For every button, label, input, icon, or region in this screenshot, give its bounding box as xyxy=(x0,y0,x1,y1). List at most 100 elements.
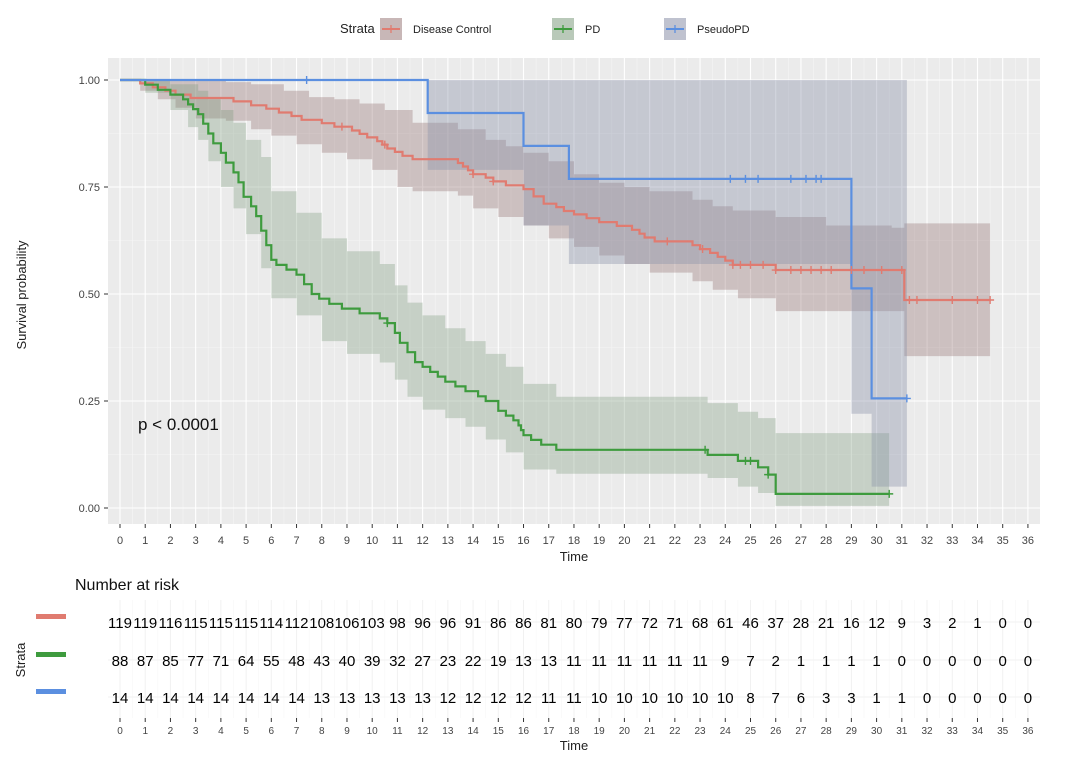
survival-plot-panel: 0.000.250.500.751.00 0 1 2 3 4 5 6 7 8 9 10 11 12 13 1… xyxy=(14,58,1040,564)
risk-value: 79 xyxy=(591,615,608,632)
x-tick-label: 34 xyxy=(971,535,983,547)
risk-x-tick-label: 6 xyxy=(269,726,275,737)
risk-value: 80 xyxy=(566,615,583,632)
censor-mark xyxy=(796,266,805,275)
censor-mark xyxy=(698,245,707,254)
risk-value: 43 xyxy=(313,653,330,670)
censor-marks xyxy=(302,76,995,498)
risk-value: 12 xyxy=(465,690,482,707)
x-tick-label: 31 xyxy=(896,535,908,547)
risk-value: 71 xyxy=(213,653,230,670)
y-axis-title: Survival probability xyxy=(14,240,29,350)
risk-x-tick-label: 36 xyxy=(1022,726,1034,737)
risk-value: 14 xyxy=(112,690,129,707)
risk-value: 9 xyxy=(898,615,906,632)
risk-value: 14 xyxy=(213,690,230,707)
risk-value: 0 xyxy=(923,653,931,670)
x-axis: 0 1 2 3 4 5 6 7 8 9 10 11 12 13 14 15 16 17 18 19 20 21 22 23 24… xyxy=(117,524,1034,547)
risk-value: 77 xyxy=(187,653,204,670)
risk-value: 13 xyxy=(515,653,532,670)
risk-value: 0 xyxy=(973,653,981,670)
risk-value: 46 xyxy=(742,615,759,632)
risk-value: 1 xyxy=(847,653,855,670)
risk-value: 19 xyxy=(490,653,507,670)
risk-value: 7 xyxy=(746,653,754,670)
censor-mark xyxy=(786,266,795,275)
censor-mark xyxy=(469,170,478,179)
risk-value: 11 xyxy=(692,653,708,670)
x-tick-label: 35 xyxy=(997,535,1009,547)
risk-x-tick-label: 13 xyxy=(442,726,454,737)
legend-label-1: PD xyxy=(585,24,600,36)
censor-mark xyxy=(807,266,816,275)
risk-value: 1 xyxy=(872,653,880,670)
censor-mark xyxy=(663,237,672,246)
risk-value: 10 xyxy=(641,690,658,707)
legend-censor-1 xyxy=(559,25,567,33)
censor-mark xyxy=(759,260,768,269)
risk-value: 68 xyxy=(692,615,709,632)
x-tick-label: 29 xyxy=(845,535,857,547)
risk-x-tick-label: 34 xyxy=(972,726,984,737)
risk-x-tick-label: 35 xyxy=(997,726,1009,737)
risk-swatch-0 xyxy=(36,614,66,619)
x-tick-label: 17 xyxy=(543,535,555,547)
x-tick-label: 30 xyxy=(870,535,882,547)
risk-x-tick-label: 2 xyxy=(168,726,174,737)
risk-value: 108 xyxy=(309,615,334,632)
censor-mark xyxy=(817,174,826,183)
risk-value: 10 xyxy=(692,690,709,707)
risk-value: 10 xyxy=(616,690,633,707)
legend-censor-2 xyxy=(671,25,679,33)
risk-value: 0 xyxy=(923,690,931,707)
risk-x-tick-label: 20 xyxy=(619,726,631,737)
risk-value: 0 xyxy=(948,653,956,670)
censor-mark xyxy=(746,260,755,269)
x-tick-label: 9 xyxy=(344,535,350,547)
risk-x-tick-label: 19 xyxy=(594,726,606,737)
risk-value: 11 xyxy=(591,653,607,670)
risk-x-tick-label: 23 xyxy=(694,726,706,737)
censor-mark xyxy=(986,295,995,304)
x-tick-label: 6 xyxy=(268,535,274,547)
x-tick-label: 3 xyxy=(193,535,199,547)
censor-mark xyxy=(302,76,311,84)
risk-x-tick-label: 24 xyxy=(720,726,732,737)
risk-x-tick-label: 33 xyxy=(947,726,959,737)
risk-swatch-1 xyxy=(36,652,66,657)
risk-value: 21 xyxy=(818,615,835,632)
censor-mark xyxy=(897,266,906,275)
risk-value: 13 xyxy=(389,690,406,707)
ci-band-1 xyxy=(120,80,890,506)
risk-value: 72 xyxy=(641,615,658,632)
risk-x-tick-label: 18 xyxy=(568,726,580,737)
risk-value: 96 xyxy=(414,615,431,632)
ci-band-0 xyxy=(120,80,991,357)
risk-value: 1 xyxy=(822,653,830,670)
survival-curve-2 xyxy=(120,78,907,400)
risk-value: 10 xyxy=(666,690,683,707)
risk-value: 55 xyxy=(263,653,280,670)
x-tick-label: 8 xyxy=(319,535,325,547)
risk-x-tick-label: 26 xyxy=(770,726,782,737)
risk-x-tick-label: 25 xyxy=(745,726,757,737)
y-tick-label: 1.00 xyxy=(79,75,100,87)
risk-value: 85 xyxy=(162,653,179,670)
risk-value: 40 xyxy=(339,653,356,670)
censor-mark xyxy=(827,266,836,275)
risk-x-axis: 0 1 2 3 4 5 6 7 8 9 10 11 12 13 14 15 16 17 18 19 20 21 22 23 24… xyxy=(117,718,1034,737)
survival-curve-0 xyxy=(120,78,991,302)
risk-value: 27 xyxy=(414,653,431,670)
x-tick-label: 33 xyxy=(946,535,958,547)
x-tick-label: 18 xyxy=(568,535,580,547)
x-tick-label: 25 xyxy=(744,535,756,547)
risk-x-axis-title: Time xyxy=(560,738,588,753)
x-tick-label: 16 xyxy=(517,535,529,547)
risk-y-axis-title: Strata xyxy=(13,642,28,677)
risk-value: 11 xyxy=(617,653,633,670)
risk-value: 37 xyxy=(767,615,784,632)
risk-value: 2 xyxy=(772,653,780,670)
risk-value: 88 xyxy=(112,653,129,670)
x-tick-label: 32 xyxy=(921,535,933,547)
risk-value: 1 xyxy=(872,690,880,707)
